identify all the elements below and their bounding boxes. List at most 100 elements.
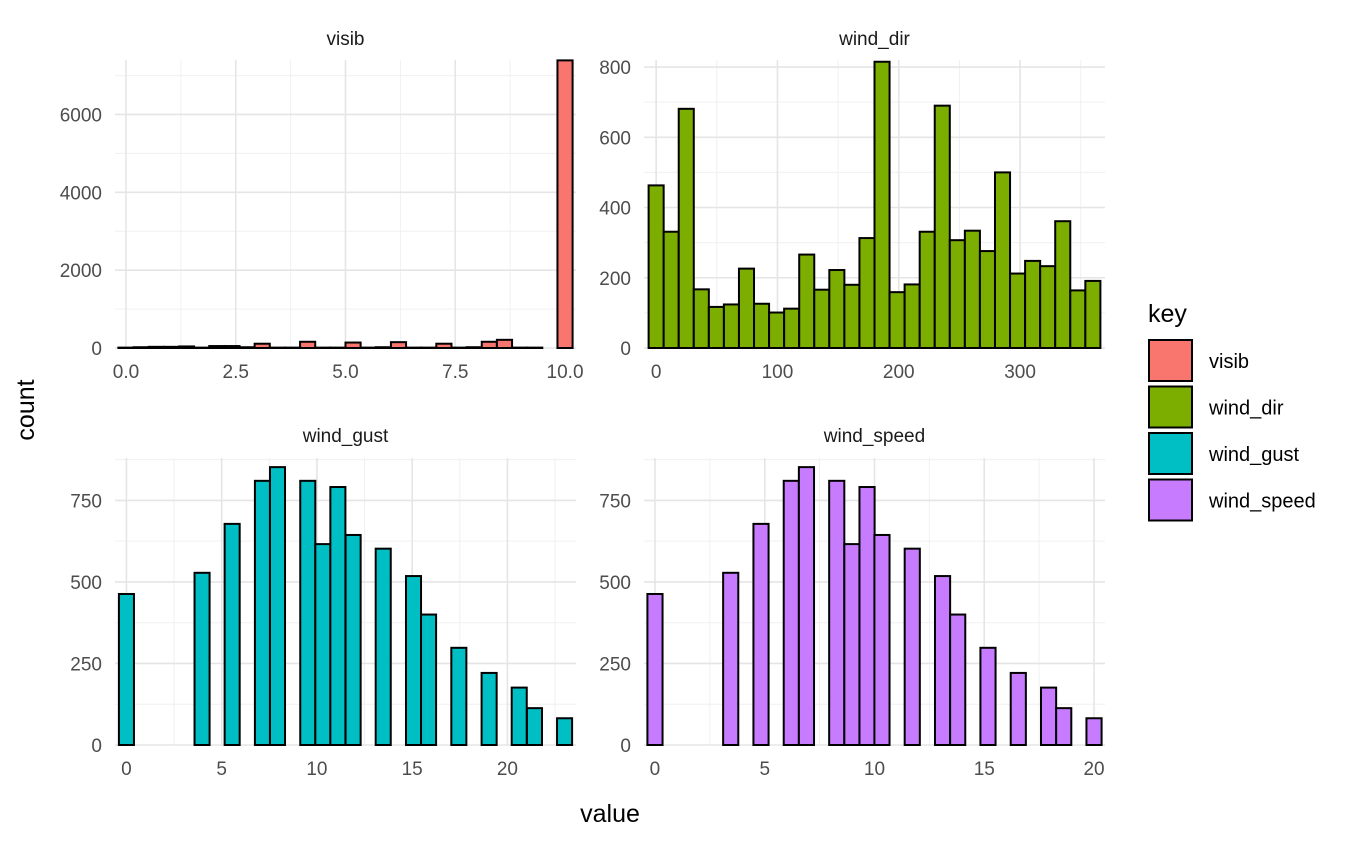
legend-label: wind_dir: [1208, 398, 1284, 420]
bar: [420, 613, 438, 747]
legend-swatch: [1148, 339, 1193, 382]
bar: [753, 302, 771, 349]
y-tick-label: 4000: [60, 183, 102, 204]
bar: [692, 288, 710, 350]
panel-wind-dir: 0 100 200 300 0 200 400 600 800 wind_dir: [599, 29, 1105, 383]
x-tick-label: 10.0: [547, 362, 584, 383]
bar: [435, 342, 453, 350]
bar: [450, 646, 468, 746]
bar: [253, 342, 271, 350]
x-tick-label: 15: [974, 759, 995, 780]
bar: [828, 479, 846, 746]
bar: [707, 305, 725, 349]
legend-swatch: [1148, 432, 1193, 475]
bar: [389, 341, 408, 350]
y-tick-label: 2000: [60, 261, 102, 282]
bar: [556, 717, 574, 747]
x-tick-label: 0: [121, 759, 132, 780]
bar: [843, 543, 861, 746]
bar: [949, 613, 967, 747]
legend-swatch: [1148, 478, 1193, 522]
y-tick-label: 800: [599, 58, 631, 79]
bar: [132, 346, 150, 349]
bar: [223, 345, 241, 349]
bars-visib: [117, 59, 574, 350]
x-tick-label: 100: [762, 362, 794, 383]
bar: [1039, 265, 1057, 350]
bars-wind-speed: [646, 466, 1103, 747]
bar: [1009, 272, 1027, 350]
bar: [933, 575, 952, 746]
bar: [238, 346, 256, 349]
legend-item-wind-speed: wind_speed: [1148, 478, 1316, 522]
bar: [314, 543, 332, 746]
legend: key visib wind_dir wind_gust wind_speed: [1148, 300, 1316, 522]
bar: [873, 533, 891, 747]
legend-label: wind_speed: [1208, 491, 1316, 513]
bars-wind-dir: [647, 60, 1102, 350]
bar: [797, 466, 816, 746]
y-tick-label: 0: [620, 736, 631, 757]
bar: [979, 646, 997, 746]
x-tick-label: 0.0: [113, 362, 139, 383]
legend-title: key: [1148, 300, 1187, 328]
bar: [480, 340, 498, 350]
bar: [374, 547, 392, 746]
panel-wind-gust: 0 5 10 15 20 0 250 500 750 wind_gust: [70, 426, 576, 780]
x-tick-label: 20: [497, 759, 518, 780]
x-tick-label: 7.5: [442, 362, 468, 383]
bar: [646, 592, 664, 746]
bar: [253, 479, 271, 746]
bar: [344, 533, 362, 747]
bar: [858, 237, 876, 350]
bar: [147, 345, 165, 349]
y-tick-label: 500: [70, 573, 102, 594]
bar: [404, 575, 423, 746]
bar: [510, 686, 528, 746]
bar: [813, 288, 831, 350]
panel-title-wind-gust: wind_gust: [302, 426, 389, 447]
bar: [299, 479, 317, 746]
bar: [465, 346, 483, 349]
bar: [1055, 707, 1073, 747]
bar: [933, 104, 951, 349]
bar: [722, 303, 740, 350]
x-tick-label: 10: [864, 759, 885, 780]
bar: [828, 269, 846, 349]
y-tick-label: 500: [599, 573, 631, 594]
x-tick-label: 0: [650, 759, 661, 780]
y-tick-label: 750: [70, 491, 102, 512]
bar: [858, 486, 876, 746]
bar: [978, 250, 996, 349]
bar: [177, 345, 196, 349]
legend-item-wind-dir: wind_dir: [1148, 385, 1284, 429]
bar: [1085, 717, 1103, 747]
bar: [344, 341, 362, 350]
x-tick-label: 200: [883, 362, 915, 383]
bar: [299, 340, 317, 350]
legend-label: wind_gust: [1208, 444, 1300, 466]
major-gridlines: [115, 60, 576, 349]
bar: [525, 707, 543, 747]
bar: [918, 230, 936, 349]
bar: [948, 239, 966, 349]
bar: [647, 184, 665, 349]
y-tick-label: 250: [70, 654, 102, 675]
bar: [329, 486, 347, 746]
x-tick-label: 5: [216, 759, 227, 780]
bar: [768, 311, 786, 349]
x-tick-label: 2.5: [223, 362, 249, 383]
y-tick-label: 750: [599, 491, 631, 512]
legend-swatch: [1148, 385, 1193, 429]
bar: [495, 338, 514, 349]
bar: [843, 283, 861, 349]
bar: [677, 107, 695, 349]
bar: [1084, 279, 1102, 350]
bar: [873, 60, 891, 349]
y-tick-label: 0: [91, 339, 102, 360]
y-tick-label: 6000: [60, 105, 102, 126]
x-tick-label: 20: [1083, 759, 1104, 780]
bar: [737, 267, 756, 349]
bar: [117, 592, 135, 746]
